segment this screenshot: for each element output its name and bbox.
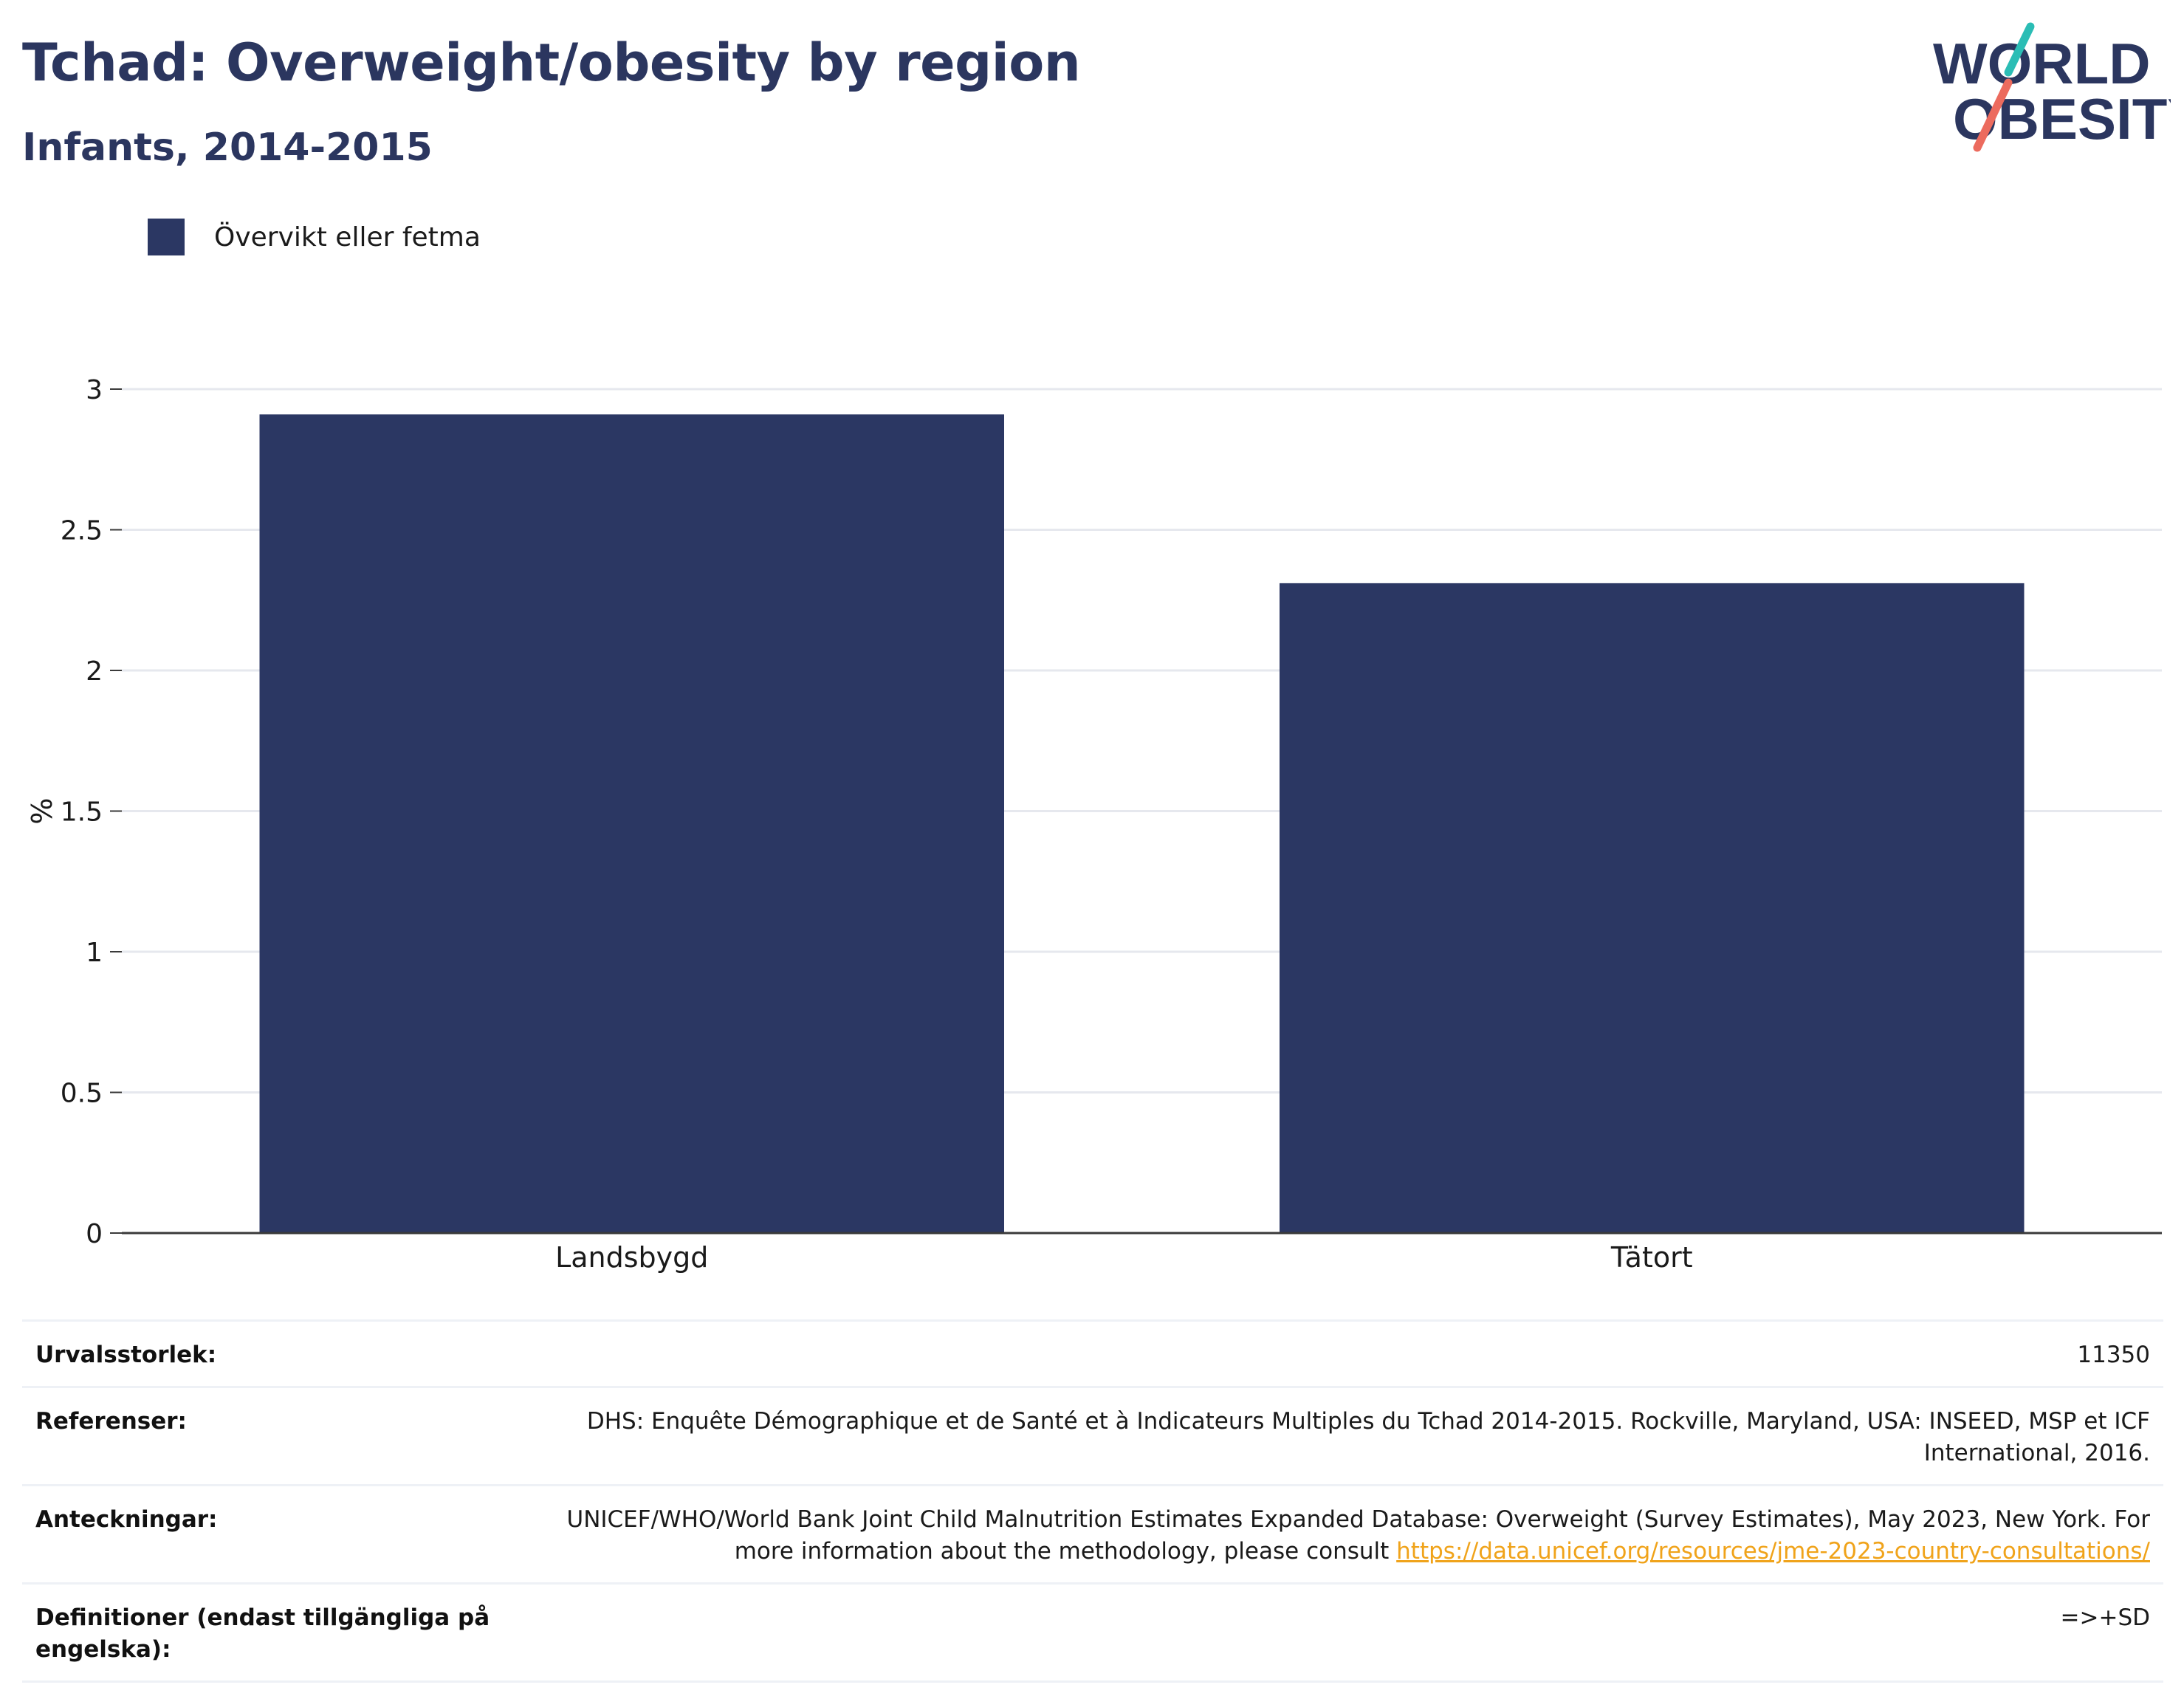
references-label: Referenser: xyxy=(35,1408,187,1435)
bar-landsbygd xyxy=(259,414,1004,1233)
y-tick-label: 1.5 xyxy=(61,797,103,828)
y-tick-label: 3 xyxy=(86,375,103,405)
logo-slash-coral xyxy=(1973,78,2013,152)
bars xyxy=(259,414,2025,1233)
sample-size-value: 11350 xyxy=(2077,1342,2150,1368)
meta-row-notes: Anteckningar: UNICEF/WHO/World Bank Join… xyxy=(22,1484,2163,1582)
logo-slash-teal xyxy=(2004,22,2035,77)
meta-row-definitions: Definitioner (endast tillgängliga på eng… xyxy=(22,1582,2163,1683)
notes-value: UNICEF/WHO/World Bank Joint Child Malnut… xyxy=(493,1504,2151,1568)
definitions-label: Definitioner (endast tillgängliga på eng… xyxy=(35,1604,490,1663)
references-value: DHS: Enquête Démographique et de Santé e… xyxy=(586,1408,2150,1466)
methodology-link[interactable]: https://data.unicef.org/resources/jme-20… xyxy=(1396,1538,2150,1565)
sample-size-label: Urvalsstorlek: xyxy=(35,1342,217,1368)
logo-text-world: WORLD xyxy=(1933,31,2151,96)
metadata-table: Urvalsstorlek: 11350 Referenser: DHS: En… xyxy=(22,1319,2163,1683)
chart-legend[interactable]: Övervikt eller fetma xyxy=(148,219,481,255)
meta-row-references: Referenser: DHS: Enquête Démographique e… xyxy=(22,1386,2163,1484)
chart-title: Tchad: Overweight/obesity by region xyxy=(22,32,1081,93)
definitions-value: =>+SD xyxy=(2060,1604,2150,1631)
meta-row-sample-size: Urvalsstorlek: 11350 xyxy=(22,1319,2163,1386)
y-axis-label: % xyxy=(26,797,58,824)
legend-swatch xyxy=(148,219,185,255)
axes: 0 0.5 1 1.5 2 2.5 3 Landsbygd Tätort xyxy=(61,375,2162,1274)
x-tick-label: Tätort xyxy=(1610,1241,1693,1274)
bar-tätort xyxy=(1280,583,2025,1233)
chart-subtitle: Infants, 2014-2015 xyxy=(22,126,433,170)
bar-chart: 0 0.5 1 1.5 2 2.5 3 Landsbygd Tätort % xyxy=(26,375,2162,1274)
world-obesity-logo: WORLD OBESITY xyxy=(1933,22,2171,152)
notes-label: Anteckningar: xyxy=(35,1506,218,1533)
y-tick-label: 1 xyxy=(86,938,103,968)
x-tick-label: Landsbygd xyxy=(555,1241,708,1274)
notes-text: UNICEF/WHO/World Bank Joint Child Malnut… xyxy=(566,1506,2151,1565)
y-tick-label: 2.5 xyxy=(61,516,103,546)
y-tick-label: 2 xyxy=(86,656,103,687)
legend-label: Övervikt eller fetma xyxy=(214,222,481,253)
y-tick-label: 0 xyxy=(86,1219,103,1249)
y-tick-label: 0.5 xyxy=(61,1079,103,1109)
